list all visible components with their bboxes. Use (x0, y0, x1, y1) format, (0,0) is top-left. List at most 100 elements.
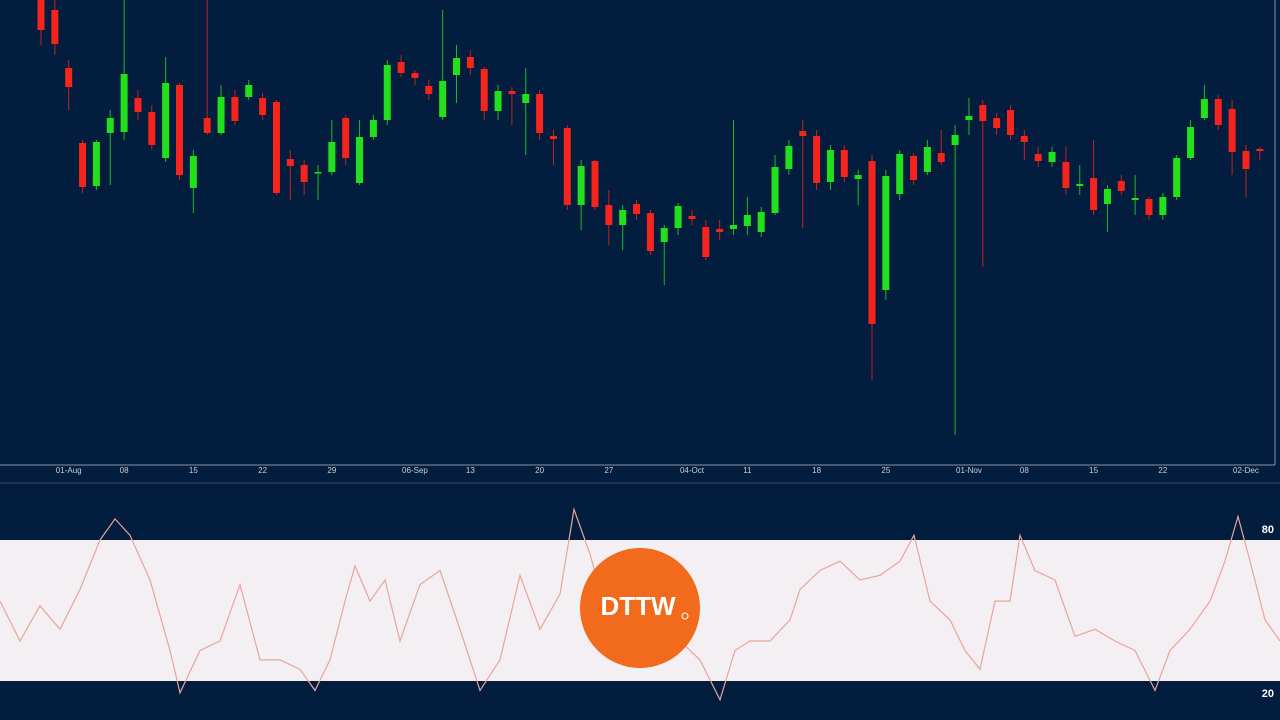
candle-body (217, 97, 225, 133)
x-tick-label: 04-Oct (680, 466, 705, 475)
candle-body (549, 136, 557, 139)
candle-body (1256, 149, 1264, 151)
price-panel: 01-Aug 08 15 22 29 06-Sep 13 20 27 04-Oct 11 18 25 01… (37, 0, 1264, 475)
candle-body (743, 215, 751, 226)
candle-body (771, 167, 779, 213)
candle-body (51, 10, 59, 44)
y-tick-label: 80 (1262, 524, 1274, 536)
candle-body (453, 58, 460, 75)
candle-body (619, 210, 627, 225)
x-tick-label: 06-Sep (402, 466, 428, 475)
candle-body (1131, 198, 1139, 200)
candle-body (466, 57, 474, 68)
candle-body (702, 227, 710, 257)
candle-body (536, 94, 544, 133)
candle-body (882, 176, 890, 290)
candle-body (480, 69, 488, 111)
candle-body (854, 175, 862, 179)
y-tick-label: 20 (1262, 688, 1274, 700)
logo-text: DTTW (600, 591, 676, 621)
candle-body (1145, 199, 1153, 215)
candle-body (328, 142, 336, 172)
candle-body (1228, 109, 1236, 152)
x-tick-label: 11 (743, 466, 752, 475)
candle-body (688, 216, 696, 219)
candle-body (868, 161, 876, 324)
x-tick-label: 25 (881, 466, 890, 475)
candle-body (369, 120, 377, 137)
candle-body (923, 147, 931, 172)
candle-body (591, 161, 599, 207)
candle-body (342, 118, 350, 158)
candle-body (1117, 181, 1125, 191)
candle-body (508, 91, 516, 94)
candle-body (826, 150, 834, 182)
candle-body (286, 159, 294, 166)
candle-body (106, 118, 114, 133)
candle-body (439, 81, 447, 117)
candle-body (1214, 99, 1222, 125)
candle-body (1076, 184, 1084, 186)
candle-body (1048, 152, 1056, 162)
candle-body (148, 112, 156, 145)
candle-body (660, 228, 668, 242)
logo-circle (580, 548, 700, 668)
candle-body (979, 105, 987, 121)
candle-body (79, 143, 87, 187)
candle-body (716, 229, 724, 232)
candle-body (203, 118, 211, 133)
candle-body (563, 128, 571, 205)
candle-body (674, 206, 682, 228)
candle-body (1242, 151, 1250, 169)
x-tick-label: 01-Aug (56, 466, 82, 475)
x-tick-label: 27 (604, 466, 613, 475)
candle-body (120, 74, 128, 132)
candle-body (231, 97, 239, 121)
candle-body (425, 86, 433, 94)
x-tick-label: 22 (258, 466, 267, 475)
candle-body (522, 94, 530, 103)
candle-body (633, 204, 641, 214)
candle-body (300, 165, 308, 182)
candle-body (1007, 110, 1014, 135)
candle-body (272, 102, 280, 193)
candle-body (383, 65, 391, 120)
candle-body (1034, 154, 1042, 161)
candle-body (411, 73, 419, 78)
x-tick-label: 15 (189, 466, 198, 475)
x-tick-label: 29 (327, 466, 336, 475)
candle-body (92, 142, 100, 186)
candle-body (730, 225, 737, 229)
candle-body (757, 212, 765, 232)
candle-body (356, 137, 364, 183)
candle-body (951, 135, 959, 145)
candle-body (577, 166, 585, 205)
candle-body (799, 131, 807, 136)
candle-body (1173, 158, 1181, 197)
candle-body (1159, 197, 1167, 215)
candle-body (965, 116, 973, 120)
candle-body (646, 213, 654, 251)
candle-body (937, 153, 945, 162)
candle-body (134, 98, 142, 112)
candle-body (37, 0, 45, 30)
candle-body (785, 146, 793, 169)
candle-body (65, 68, 73, 87)
candle-body (993, 118, 1001, 128)
candle-body (314, 172, 322, 174)
candle-body (605, 205, 613, 225)
candle-body (259, 98, 267, 115)
candle-body (910, 156, 918, 180)
candle-body (1020, 136, 1028, 142)
candle-body (1103, 189, 1111, 204)
x-tick-label: 18 (812, 466, 821, 475)
candle-body (1090, 178, 1098, 210)
logo-registered (681, 612, 689, 620)
x-tick-label: 01-Nov (956, 466, 982, 475)
candle-body (494, 91, 502, 111)
candle-body (896, 154, 904, 194)
candle-body (840, 150, 848, 177)
logo: DTTW (580, 548, 700, 668)
x-tick-label: 08 (1020, 466, 1029, 475)
